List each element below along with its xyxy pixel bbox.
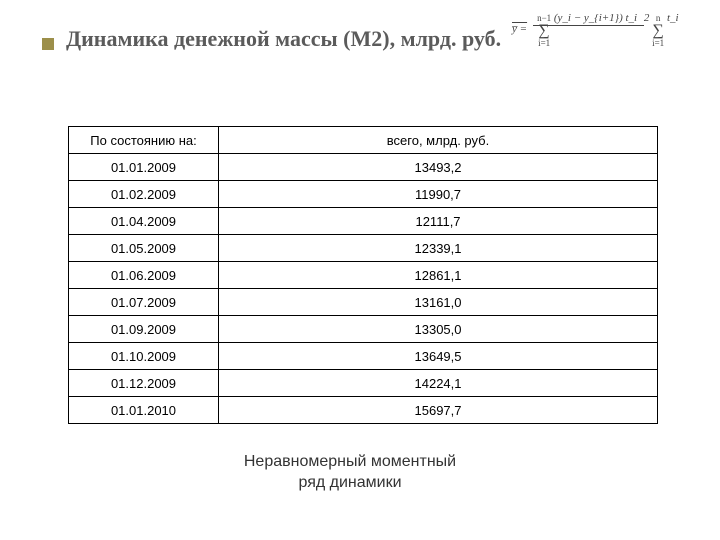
formula-lhs: y̅ = [512,23,527,36]
data-table: По состоянию на: всего, млрд. руб. 01.01… [68,126,658,424]
table-cell: 01.05.2009 [69,235,219,262]
table-cell: 13493,2 [219,154,658,181]
formula-num-expr: (y_i − y_{i+1}) t_i [554,12,637,24]
table-cell: 01.04.2009 [69,208,219,235]
table-row: 01.06.200912861,1 [69,262,658,289]
table-cell: 11990,7 [219,181,658,208]
caption: Неравномерный моментный ряд динамики [210,452,490,494]
table-cell: 13161,0 [219,289,658,316]
table-cell: 12339,1 [219,235,658,262]
table-cell: 15697,7 [219,397,658,424]
formula-den-pre: 2 [644,12,650,24]
table-cell: 01.07.2009 [69,289,219,316]
formula-den-lower: i=1 [652,39,664,48]
title-bullet-icon [42,38,54,50]
slide-title: Динамика денежной массы (М2), млрд. руб. [66,26,501,52]
table-cell: 01.01.2009 [69,154,219,181]
sigma-icon: ∑ [652,23,663,39]
formula: y̅ = n−1 ∑ i=1 (y_i − y_{i+1}) t_i 2 n ∑ [512,12,692,48]
table-row: 01.01.201015697,7 [69,397,658,424]
table-cell: 12111,7 [219,208,658,235]
table-header-cell: всего, млрд. руб. [219,127,658,154]
table-row: 01.02.200911990,7 [69,181,658,208]
sigma-icon: ∑ [538,23,549,39]
table-row: 01.07.200913161,0 [69,289,658,316]
table-row: 01.10.200913649,5 [69,343,658,370]
table-cell: 01.09.2009 [69,316,219,343]
table-cell: 12861,1 [219,262,658,289]
table-row: 01.01.200913493,2 [69,154,658,181]
table-cell: 13649,5 [219,343,658,370]
slide: Динамика денежной массы (М2), млрд. руб.… [0,0,720,540]
table-cell: 01.12.2009 [69,370,219,397]
table-cell: 14224,1 [219,370,658,397]
table-row: 01.05.200912339,1 [69,235,658,262]
table-cell: 01.02.2009 [69,181,219,208]
table-cell: 13305,0 [219,316,658,343]
formula-num-lower: i=1 [538,39,550,48]
formula-den-expr: t_i [667,12,679,24]
table-row: 01.12.200914224,1 [69,370,658,397]
table-cell: 01.01.2010 [69,397,219,424]
table-cell: 01.06.2009 [69,262,219,289]
table-row: 01.04.200912111,7 [69,208,658,235]
table-cell: 01.10.2009 [69,343,219,370]
caption-line2: ряд динамики [298,474,401,491]
table-row: 01.09.200913305,0 [69,316,658,343]
table-header-row: По состоянию на: всего, млрд. руб. [69,127,658,154]
caption-line1: Неравномерный моментный [244,453,456,470]
table-header-cell: По состоянию на: [69,127,219,154]
